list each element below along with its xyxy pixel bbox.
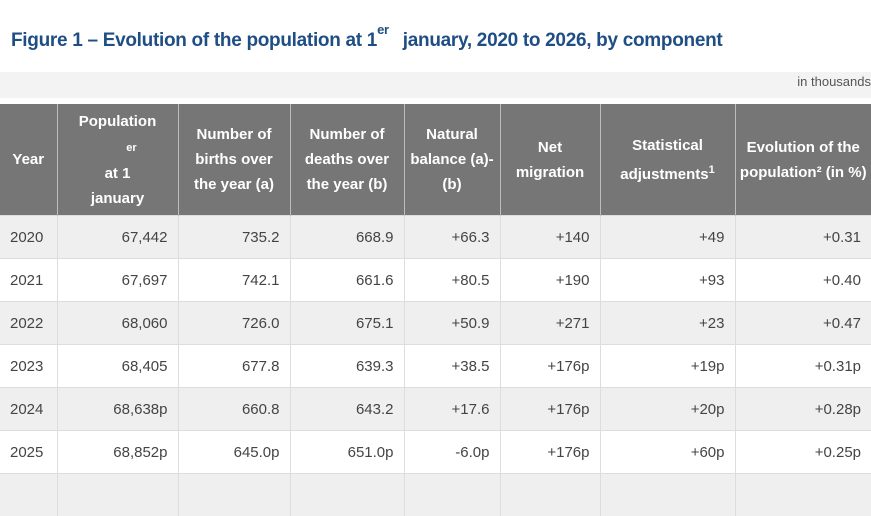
header-year: Year bbox=[0, 104, 57, 216]
table-cell: 643.2 bbox=[290, 388, 404, 431]
table-cell: 2025 bbox=[0, 431, 57, 474]
table-cell: +0.40 bbox=[735, 259, 871, 302]
table-cell: 660.8 bbox=[178, 388, 290, 431]
header-net-migration: Net migration bbox=[500, 104, 600, 216]
title-text: Figure 1 – Evolution of the population a… bbox=[11, 30, 377, 51]
table-cell: 68,060 bbox=[57, 302, 178, 345]
table-cell: 68,852p bbox=[57, 431, 178, 474]
table-cell: 639.3 bbox=[290, 345, 404, 388]
table-cell: 735.2 bbox=[178, 216, 290, 259]
header-superscript: 1 bbox=[709, 164, 715, 176]
table-cell: 677.8 bbox=[178, 345, 290, 388]
table-cell: 2022 bbox=[0, 302, 57, 345]
table-cell bbox=[0, 474, 57, 516]
header-deaths: Number of deaths over the year (b) bbox=[290, 104, 404, 216]
table-cell: +0.31p bbox=[735, 345, 871, 388]
table-cell: 661.6 bbox=[290, 259, 404, 302]
table-cell: 742.1 bbox=[178, 259, 290, 302]
title-superscript: er bbox=[377, 22, 389, 37]
table-cell: +0.28p bbox=[735, 388, 871, 431]
table-cell: +23 bbox=[600, 302, 735, 345]
table-cell: +66.3 bbox=[404, 216, 500, 259]
header-statistical-adjustments: Statistical adjustments1 bbox=[600, 104, 735, 216]
table-cell: 651.0p bbox=[290, 431, 404, 474]
table-cell: 645.0p bbox=[178, 431, 290, 474]
table-cell: +176p bbox=[500, 345, 600, 388]
table-cell: +38.5 bbox=[404, 345, 500, 388]
header-natural-balance: Natural balance (a)-(b) bbox=[404, 104, 500, 216]
table-cell bbox=[500, 474, 600, 516]
table-cell: 68,638p bbox=[57, 388, 178, 431]
table-cell: +50.9 bbox=[404, 302, 500, 345]
table-cell bbox=[404, 474, 500, 516]
header-text: Statistical adjustments bbox=[620, 137, 708, 183]
table-cell bbox=[57, 474, 178, 516]
table-cell: +80.5 bbox=[404, 259, 500, 302]
header-births: Number of births over the year (a) bbox=[178, 104, 290, 216]
table-cell: +0.47 bbox=[735, 302, 871, 345]
table-cell: 67,697 bbox=[57, 259, 178, 302]
table-cell bbox=[600, 474, 735, 516]
unit-bar: in thousands bbox=[0, 72, 871, 98]
header-population: Population er at 1 january bbox=[57, 104, 178, 216]
table-cell: 726.0 bbox=[178, 302, 290, 345]
table-cell: 668.9 bbox=[290, 216, 404, 259]
table-cell: -6.0p bbox=[404, 431, 500, 474]
header-evolution: Evolution of the population² (in %) bbox=[735, 104, 871, 216]
table-cell: +19p bbox=[600, 345, 735, 388]
table-cell: 2023 bbox=[0, 345, 57, 388]
table-cell: +140 bbox=[500, 216, 600, 259]
table-cell: +0.31 bbox=[735, 216, 871, 259]
header-row: Year Population er at 1 january Number of b… bbox=[0, 104, 871, 216]
figure-title: Figure 1 – Evolution of the population a… bbox=[11, 30, 722, 52]
header-superscript: er bbox=[126, 142, 136, 154]
table-cell: 2024 bbox=[0, 388, 57, 431]
title-text-rest: january, 2020 to 2026, by component bbox=[403, 30, 723, 51]
table-cell: +20p bbox=[600, 388, 735, 431]
table-cell: +176p bbox=[500, 431, 600, 474]
unit-label: in thousands bbox=[797, 74, 871, 89]
table-cell bbox=[178, 474, 290, 516]
table-cell: 2021 bbox=[0, 259, 57, 302]
header-text: at 1 bbox=[105, 165, 131, 182]
table-row-partial bbox=[0, 474, 871, 516]
table-cell bbox=[735, 474, 871, 516]
header-text: january bbox=[91, 190, 144, 207]
table-cell: +271 bbox=[500, 302, 600, 345]
population-table: Year Population er at 1 january Number of b… bbox=[0, 104, 871, 516]
table-cell: 2020 bbox=[0, 216, 57, 259]
table-cell bbox=[290, 474, 404, 516]
table-cell: +176p bbox=[500, 388, 600, 431]
table-cell: +0.25p bbox=[735, 431, 871, 474]
table-cell: 67,442 bbox=[57, 216, 178, 259]
header-text: Population bbox=[79, 113, 157, 130]
table-cell: +60p bbox=[600, 431, 735, 474]
table-cell: +49 bbox=[600, 216, 735, 259]
table-cell: +190 bbox=[500, 259, 600, 302]
table-cell: 675.1 bbox=[290, 302, 404, 345]
table-cell: +17.6 bbox=[404, 388, 500, 431]
table-cell: +93 bbox=[600, 259, 735, 302]
table-cell: 68,405 bbox=[57, 345, 178, 388]
